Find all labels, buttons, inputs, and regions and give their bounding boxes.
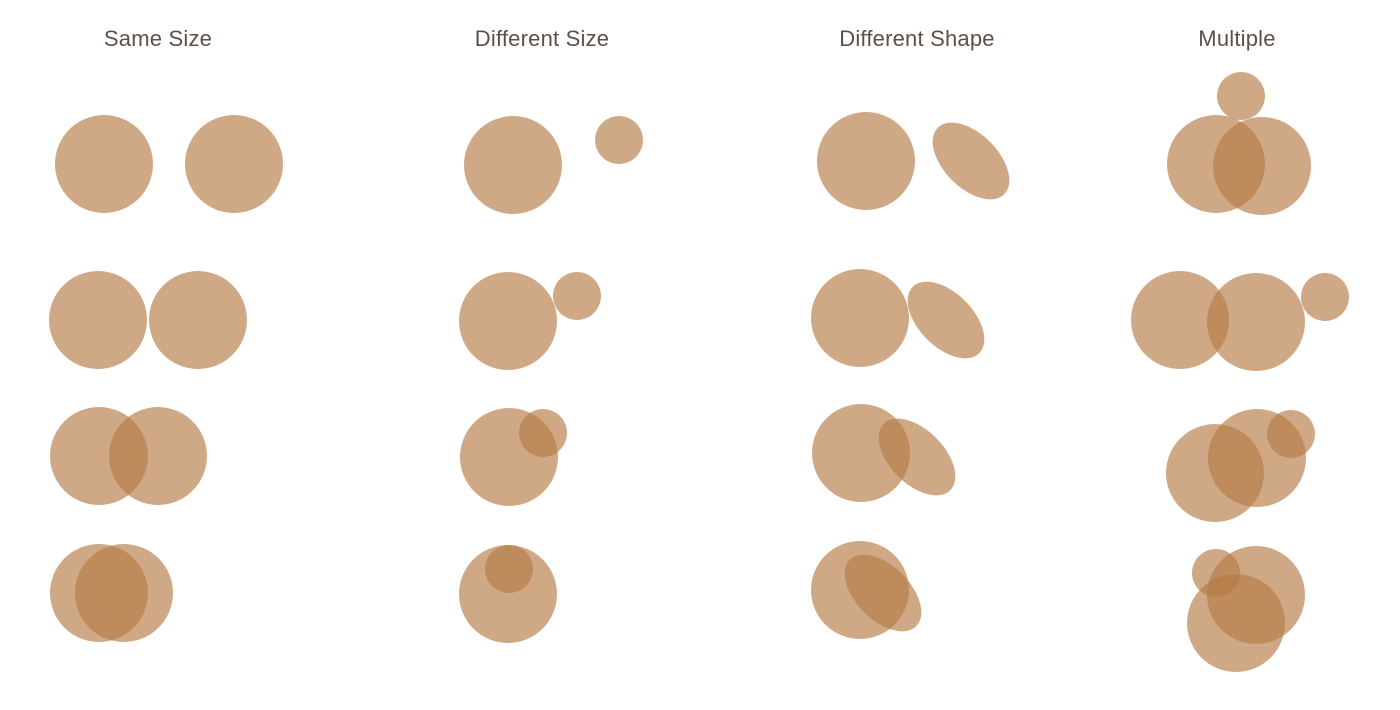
- ellipse: [878, 418, 956, 496]
- different-size-row-1-separate: [464, 116, 643, 214]
- small-circle: [485, 545, 533, 593]
- column-different-shape: [811, 112, 1010, 639]
- ellipse: [932, 122, 1010, 200]
- large-circle: [1213, 117, 1311, 215]
- large-circle: [464, 116, 562, 214]
- different-shape-row-4-mostly-overlapping: [811, 541, 922, 639]
- column-title-multiple: Multiple: [1198, 26, 1276, 51]
- small-circle: [1267, 410, 1315, 458]
- circle: [811, 269, 909, 367]
- column-title-different-size: Different Size: [474, 26, 610, 51]
- circle: [149, 271, 247, 369]
- circle: [55, 115, 153, 213]
- different-size-row-3-overlapping: [460, 408, 567, 506]
- circle: [817, 112, 915, 210]
- column-different-size: [459, 116, 643, 643]
- small-circle: [1192, 549, 1240, 597]
- circle: [109, 407, 207, 505]
- small-circle: [595, 116, 643, 164]
- multiple-row-4: [1187, 546, 1305, 672]
- circle: [75, 544, 173, 642]
- different-size-row-4-contained: [459, 545, 557, 643]
- column-title-different-shape: Different Shape: [839, 26, 995, 51]
- circle: [49, 271, 147, 369]
- multiple-row-1: [1167, 72, 1311, 215]
- column-same-size: [49, 115, 283, 642]
- different-shape-row-1-separate: [817, 112, 1010, 210]
- small-circle: [553, 272, 601, 320]
- circle: [185, 115, 283, 213]
- same-size-row-3-overlapping: [50, 407, 207, 505]
- same-size-row-4-mostly-overlapping: [50, 544, 173, 642]
- different-shape-row-3-overlapping: [812, 404, 956, 502]
- column-title-same-size: Same Size: [103, 26, 213, 51]
- large-circle: [1131, 271, 1229, 369]
- large-circle: [459, 272, 557, 370]
- small-circle: [1217, 72, 1265, 120]
- small-circle: [1301, 273, 1349, 321]
- large-circle: [1207, 273, 1305, 371]
- same-size-row-1-separate: [55, 115, 283, 213]
- multiple-row-3: [1166, 409, 1315, 522]
- small-circle: [519, 409, 567, 457]
- same-size-row-2-touching: [49, 271, 247, 369]
- different-size-row-2-touching: [459, 272, 601, 370]
- column-multiple: [1131, 72, 1349, 672]
- ellipse: [844, 554, 922, 632]
- ellipse: [907, 281, 985, 359]
- large-circle: [1187, 574, 1285, 672]
- multiple-row-2: [1131, 271, 1349, 371]
- different-shape-row-2-touching: [811, 269, 985, 367]
